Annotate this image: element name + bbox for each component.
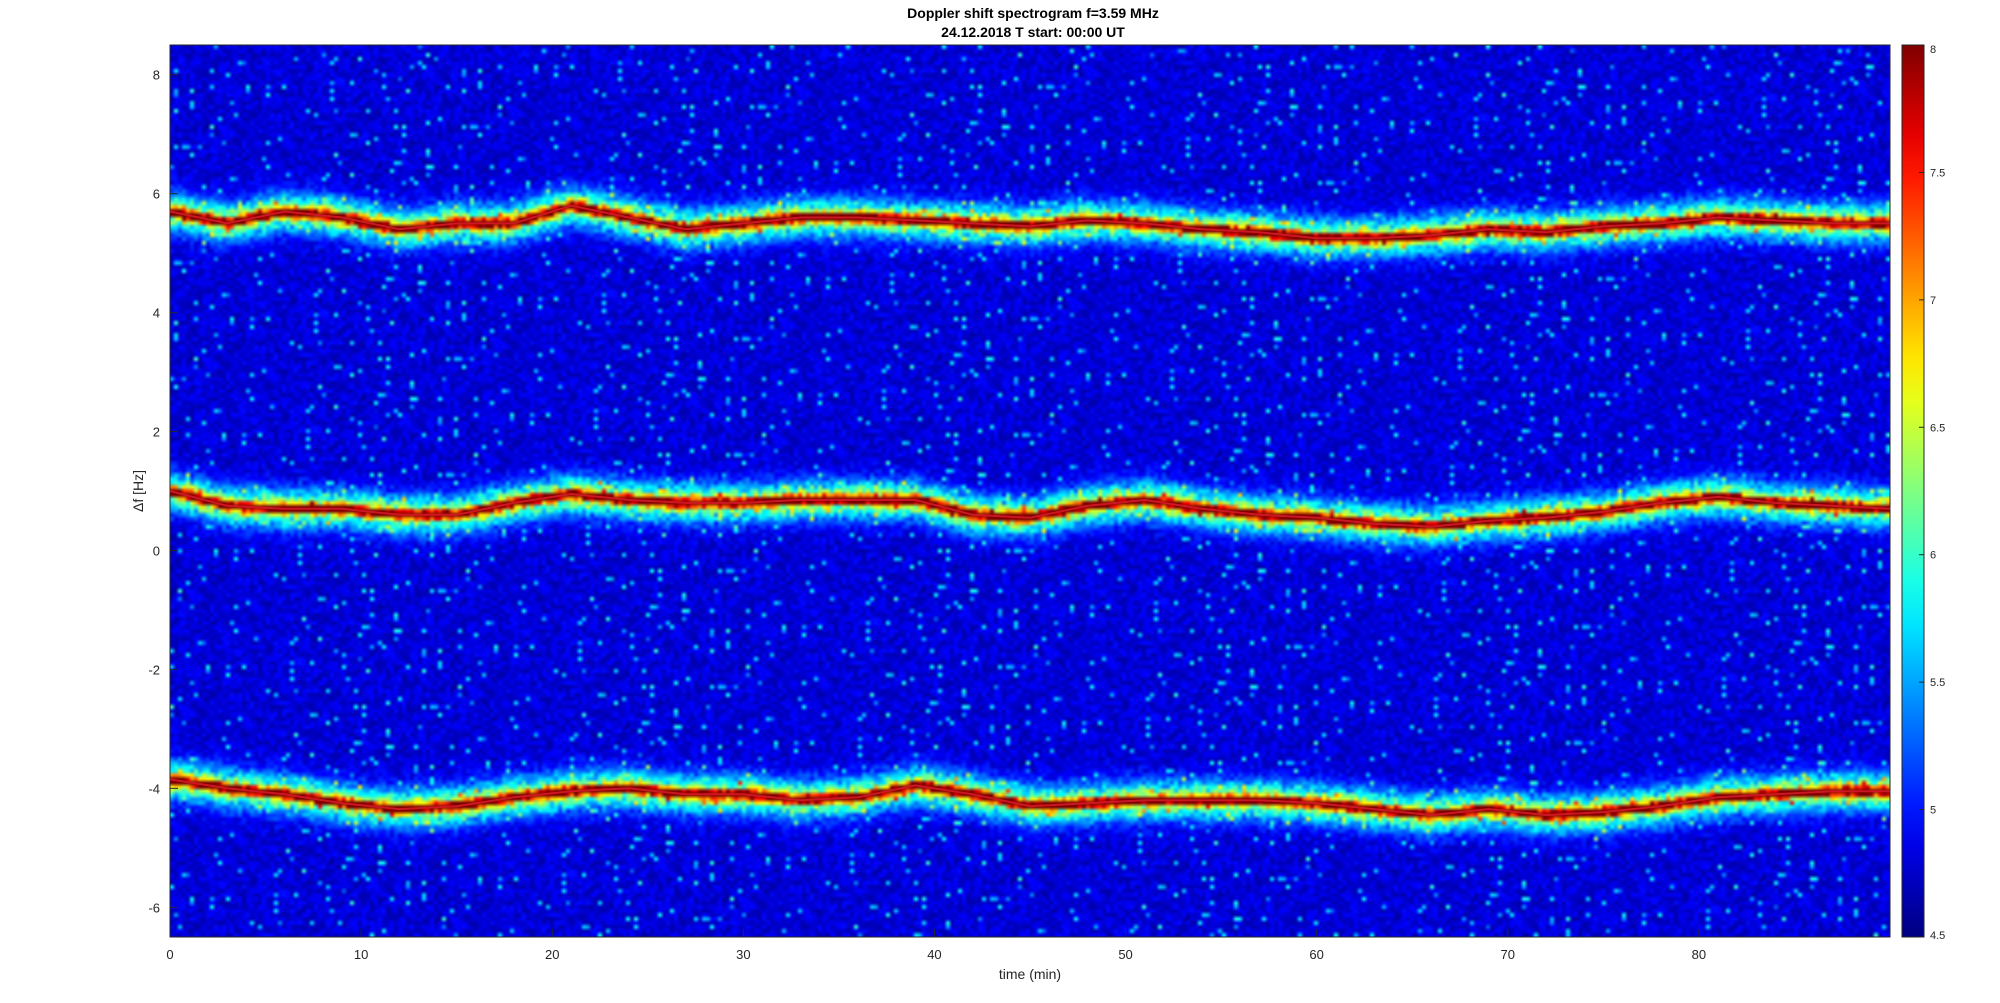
x-axis: 0 10 20 30 40 50 60 70 80 <box>166 929 1706 962</box>
colorbar-tick-label: 7.5 <box>1930 167 1945 179</box>
y-axis: -6 -4 -2 0 2 4 6 8 <box>148 68 178 915</box>
chart-title: Doppler shift spectrogram f=3.59 MHz <box>907 5 1159 21</box>
colorbar-gradient <box>1901 44 1925 938</box>
y-tick-label: -4 <box>148 781 160 796</box>
doppler-trace-1 <box>169 204 1890 240</box>
colorbar-tick-label: 5 <box>1930 805 1936 817</box>
x-tick-label: 70 <box>1501 947 1515 962</box>
y-tick-label: 6 <box>153 187 160 202</box>
y-tick-label: -2 <box>148 662 160 677</box>
x-tick-label: 60 <box>1309 947 1323 962</box>
spectrogram-heatmap <box>170 45 1890 937</box>
y-tick-label: 2 <box>153 425 160 440</box>
plot-area <box>169 44 1891 938</box>
x-tick-label: 0 <box>166 947 173 962</box>
colorbar-tick-label: 8 <box>1930 44 1936 56</box>
colorbar-tick-label: 7 <box>1930 295 1936 307</box>
colorbar-tick-label: 4.5 <box>1930 930 1945 942</box>
doppler-trace-3 <box>169 778 1890 817</box>
x-tick-label: 30 <box>736 947 750 962</box>
y-tick-label: -6 <box>148 900 160 915</box>
x-tick-label: 20 <box>545 947 559 962</box>
chart-subtitle: 24.12.2018 T start: 00:00 UT <box>941 24 1125 40</box>
x-tick-label: 40 <box>927 947 941 962</box>
y-tick-label: 4 <box>153 306 160 321</box>
colorbar-tick-label: 6 <box>1930 550 1936 562</box>
y-tick-label: 0 <box>153 543 160 558</box>
y-axis-label: Δf [Hz] <box>130 470 146 512</box>
x-axis-label: time (min) <box>999 966 1061 982</box>
colorbar-ticks: 4.5 5 5.5 6 6.5 7 7.5 8 <box>1919 44 1945 942</box>
colorbar-tick-label: 6.5 <box>1930 422 1945 434</box>
x-tick-label: 10 <box>354 947 368 962</box>
colorbar: 4.5 5 5.5 6 6.5 7 7.5 8 <box>1901 44 1945 942</box>
x-tick-label: 50 <box>1118 947 1132 962</box>
x-tick-label: 80 <box>1692 947 1706 962</box>
doppler-traces <box>169 204 1891 817</box>
colorbar-tick-label: 5.5 <box>1930 677 1945 689</box>
y-tick-label: 8 <box>153 68 160 83</box>
doppler-trace-2 <box>169 490 1891 528</box>
